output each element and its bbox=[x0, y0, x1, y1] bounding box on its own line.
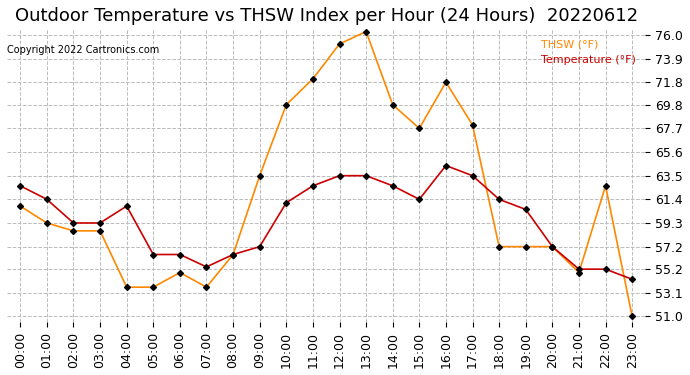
THSW (°F) bbox=[69, 229, 77, 233]
Temperature (°F) bbox=[522, 207, 530, 212]
THSW (°F) bbox=[229, 252, 237, 257]
THSW (°F) bbox=[575, 270, 583, 275]
THSW (°F) bbox=[602, 184, 610, 188]
Temperature (°F) bbox=[176, 252, 184, 257]
Temperature (°F) bbox=[415, 197, 424, 202]
Temperature (°F) bbox=[335, 173, 344, 178]
THSW (°F) bbox=[202, 285, 210, 290]
THSW (°F) bbox=[149, 285, 157, 290]
Line: Temperature (°F): Temperature (°F) bbox=[18, 164, 634, 281]
THSW (°F) bbox=[43, 221, 51, 225]
Temperature (°F) bbox=[16, 184, 24, 188]
THSW (°F) bbox=[628, 314, 636, 319]
THSW (°F) bbox=[388, 102, 397, 107]
THSW (°F) bbox=[282, 102, 290, 107]
THSW (°F) bbox=[255, 173, 264, 178]
Temperature (°F) bbox=[123, 204, 131, 209]
Temperature (°F) bbox=[69, 221, 77, 225]
THSW (°F) bbox=[96, 229, 104, 233]
Title: Outdoor Temperature vs THSW Index per Hour (24 Hours)  20220612: Outdoor Temperature vs THSW Index per Ho… bbox=[14, 7, 638, 25]
THSW (°F) bbox=[548, 244, 556, 249]
Temperature (°F) bbox=[202, 265, 210, 269]
THSW (°F) bbox=[123, 285, 131, 290]
Text: Copyright 2022 Cartronics.com: Copyright 2022 Cartronics.com bbox=[7, 45, 159, 55]
Temperature (°F) bbox=[495, 197, 503, 202]
Temperature (°F) bbox=[362, 173, 371, 178]
Temperature (°F) bbox=[229, 252, 237, 257]
Temperature (°F) bbox=[282, 201, 290, 205]
THSW (°F) bbox=[362, 29, 371, 34]
THSW (°F) bbox=[495, 244, 503, 249]
Temperature (°F) bbox=[628, 277, 636, 282]
THSW (°F) bbox=[176, 270, 184, 275]
Legend: THSW (°F), Temperature (°F): THSW (°F), Temperature (°F) bbox=[536, 35, 640, 69]
Temperature (°F) bbox=[96, 221, 104, 225]
Temperature (°F) bbox=[575, 267, 583, 272]
Temperature (°F) bbox=[602, 267, 610, 272]
THSW (°F) bbox=[469, 123, 477, 127]
THSW (°F) bbox=[335, 42, 344, 46]
THSW (°F) bbox=[308, 76, 317, 81]
Temperature (°F) bbox=[43, 197, 51, 202]
Line: THSW (°F): THSW (°F) bbox=[18, 30, 634, 318]
Temperature (°F) bbox=[308, 184, 317, 188]
THSW (°F) bbox=[522, 244, 530, 249]
THSW (°F) bbox=[16, 204, 24, 209]
Temperature (°F) bbox=[255, 244, 264, 249]
THSW (°F) bbox=[442, 80, 450, 84]
Temperature (°F) bbox=[149, 252, 157, 257]
Temperature (°F) bbox=[442, 163, 450, 168]
Temperature (°F) bbox=[469, 173, 477, 178]
Temperature (°F) bbox=[388, 184, 397, 188]
THSW (°F) bbox=[415, 126, 424, 130]
Temperature (°F) bbox=[548, 244, 556, 249]
